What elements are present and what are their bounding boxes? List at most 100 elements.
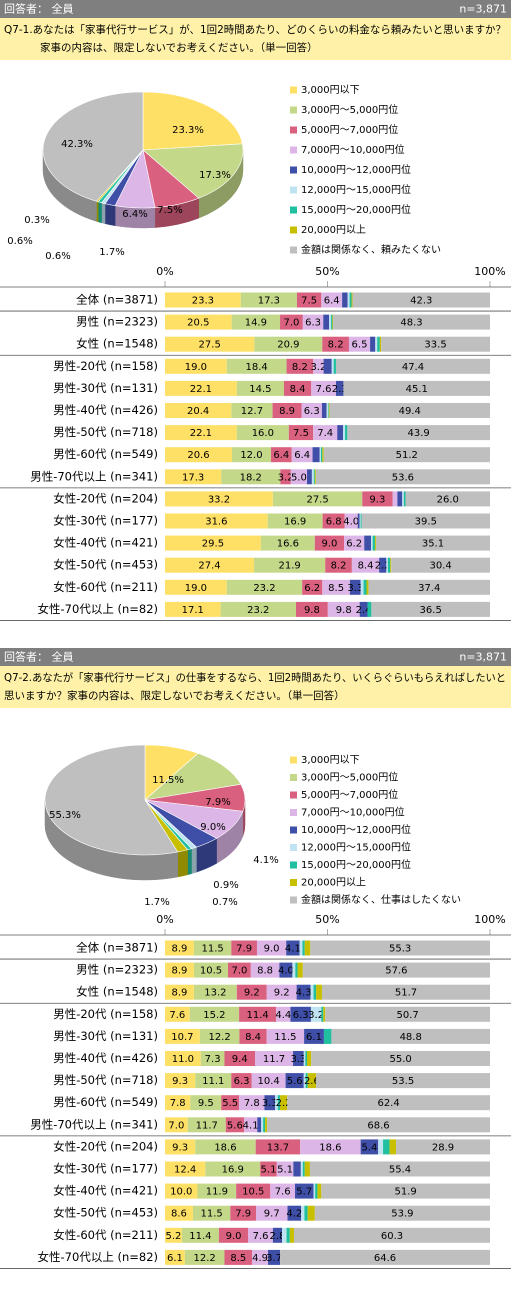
bar-segment (254, 557, 326, 573)
bar-value-label: 6.1 (306, 1032, 322, 1043)
bar-value-label: 9.7 (264, 1209, 280, 1220)
bar-segment (165, 601, 221, 617)
bar-segment (313, 1183, 316, 1199)
legend-label: 3,000円～5,000円位 (301, 103, 398, 116)
bar-value-label: 7.9 (236, 944, 252, 955)
bar-segment (375, 535, 490, 551)
bar-segment (311, 469, 314, 485)
bar-segment (405, 491, 490, 507)
bar-value-label: 8.9 (172, 966, 188, 977)
row-label: 男性-40代 (n=426) (53, 1051, 158, 1065)
bar-segment (396, 1139, 490, 1155)
respondent: 回答者： 全員 (4, 650, 74, 664)
bar-segment (195, 1139, 256, 1155)
row-label: 全体 (n=3871) (76, 941, 158, 955)
bar-value-label: 18.4 (246, 362, 268, 373)
bar-value-label: 53.6 (392, 472, 414, 483)
legend-label: 20,000円以上 (301, 224, 366, 236)
bar-segment (305, 1051, 308, 1066)
bar-value-label: 51.2 (396, 450, 418, 461)
bar-segment (250, 962, 280, 978)
bar-segment (323, 314, 330, 330)
bar-value-label: 3.3 (347, 583, 363, 594)
bar-segment (187, 1117, 226, 1133)
bar-segment (230, 1205, 256, 1221)
legend-label: 7,000円～10,000円位 (301, 143, 405, 156)
bar-value-label: 55.4 (389, 1165, 411, 1176)
row-label: 男性 (n=2323) (76, 315, 158, 329)
bar-segment (343, 425, 346, 441)
bar-value-label: 45.1 (406, 384, 428, 395)
bar-value-label: 5.1 (277, 1165, 293, 1176)
bar-segment (362, 491, 393, 507)
bar-segment (165, 1183, 198, 1199)
bar-value-label: 12.2 (194, 1253, 216, 1264)
pie-label: 23.3% (172, 125, 204, 136)
bar-segment (332, 314, 334, 330)
bar-segment (316, 1073, 490, 1089)
bar-segment (311, 380, 336, 396)
bar-value-label: 11.1 (202, 1076, 224, 1087)
bar-segment (260, 535, 315, 551)
bar-segment (310, 1006, 322, 1022)
bar-segment (309, 1161, 490, 1177)
bar-segment (165, 358, 227, 374)
bar-segment (349, 579, 361, 595)
bar-segment (243, 1117, 258, 1133)
bar-segment (325, 557, 352, 573)
bar-value-label: 8.4 (358, 561, 374, 572)
bar-segment (293, 1161, 301, 1177)
bar-value-label: 19.0 (185, 362, 207, 373)
bar-segment (360, 513, 362, 529)
bar-segment (266, 984, 297, 1000)
bar-segment (190, 1095, 222, 1111)
bar-segment (371, 535, 373, 551)
bar-segment (260, 1161, 277, 1177)
bar-value-label: 17.1 (182, 605, 204, 616)
bar-segment (299, 940, 303, 956)
bar-segment (314, 1205, 490, 1221)
pie-side (104, 203, 116, 226)
row-label: 女性-70代以上 (n=82) (38, 1250, 158, 1264)
row-label: 男性-60代 (n=549) (53, 447, 158, 461)
row-label: 女性-50代 (n=453) (53, 558, 158, 572)
bar-segment (321, 447, 323, 463)
bar-segment (288, 425, 314, 441)
bar-segment (286, 940, 300, 956)
bar-segment (255, 1051, 294, 1066)
bar-segment (165, 940, 194, 956)
bar-segment (165, 1205, 193, 1221)
row-label: 女性-50代 (n=453) (53, 1206, 158, 1220)
pie-label: 4.1% (253, 855, 278, 866)
bar-value-label: 8.2 (331, 561, 347, 572)
bar-value-label: 55.3 (389, 944, 411, 955)
bar-value-label: 3.2 (278, 472, 294, 483)
bar-segment (335, 358, 490, 374)
bar-segment (313, 984, 317, 1000)
pie-label: 9.0% (200, 822, 225, 833)
pie-label: 55.3% (49, 810, 81, 821)
bar-segment (313, 469, 315, 485)
bar-value-label: 11.9 (206, 1187, 228, 1198)
bar-segment (331, 1028, 490, 1044)
row-label: 男性-60代 (n=549) (53, 1095, 158, 1109)
bar-value-label: 9.4 (232, 1054, 248, 1065)
bar-value-label: 27.5 (199, 340, 221, 351)
bar-segment (287, 1205, 302, 1221)
bar-value-label: 7.5 (301, 296, 317, 307)
bar-value-label: 7.6 (253, 1231, 269, 1242)
bar-value-label: 55.0 (389, 1054, 411, 1065)
bar-value-label: 6.2 (304, 583, 320, 594)
bar-segment (328, 403, 330, 418)
legend-swatch (290, 166, 297, 174)
bar-value-label: 5.5 (222, 1098, 238, 1109)
bar-segment (165, 1249, 185, 1265)
legend-label: 金額は関係なく、仕事はしたくない (301, 893, 461, 906)
bar-segment (321, 292, 343, 308)
bar-value-label: 18.6 (319, 1142, 341, 1153)
bar-segment (331, 358, 334, 374)
bar-value-label: 42.3 (410, 296, 432, 307)
bar-value-label: 22.1 (190, 384, 212, 395)
bar-value-label: 8.4 (245, 1032, 261, 1043)
